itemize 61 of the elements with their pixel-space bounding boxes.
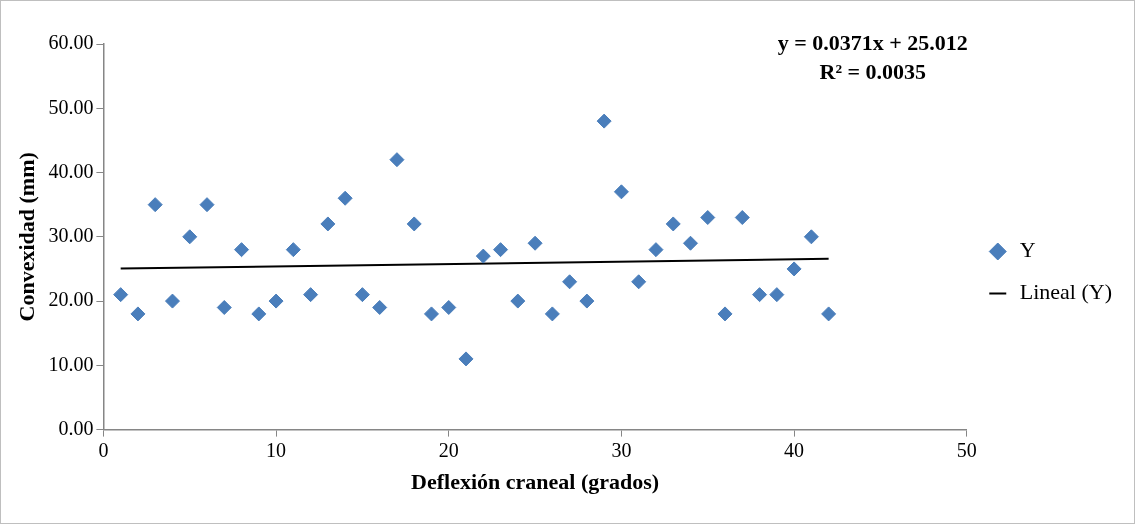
point: [354, 287, 370, 303]
point: [734, 210, 750, 226]
point: [475, 248, 491, 264]
point: [182, 229, 198, 245]
y-tick-label: 60.00: [48, 31, 94, 54]
y-tick-label: 50.00: [48, 95, 94, 118]
point: [337, 190, 353, 206]
annotation: y = 0.0371x + 25.012: [777, 29, 968, 55]
point: [510, 293, 526, 309]
x-tick-label: 50: [956, 438, 977, 461]
y-tick-label: 40.00: [48, 159, 94, 182]
point: [562, 274, 578, 290]
point: [648, 242, 664, 258]
point: [372, 299, 388, 315]
annotation: R² = 0.0035: [819, 58, 927, 84]
point: [458, 351, 474, 367]
point: [285, 242, 301, 258]
point: [665, 216, 681, 232]
point: [268, 293, 284, 309]
point: [752, 287, 768, 303]
point: [579, 293, 595, 309]
point: [700, 210, 716, 226]
point: [682, 235, 698, 251]
y-tick-label: 0.00: [58, 416, 94, 439]
y-tick-label: 10.00: [48, 352, 94, 375]
point: [113, 287, 129, 303]
x-tick-label: 40: [784, 438, 805, 461]
point: [613, 184, 629, 200]
y-axis-title: Convexidad (mm): [13, 152, 39, 322]
point: [406, 216, 422, 232]
point: [769, 287, 785, 303]
point: [544, 306, 560, 322]
point: [821, 306, 837, 322]
point: [423, 306, 439, 322]
point: [717, 306, 733, 322]
point: [527, 235, 543, 251]
point: [441, 299, 457, 315]
y-tick-label: 20.00: [48, 288, 94, 311]
point: [199, 197, 215, 213]
point: [803, 229, 819, 245]
point: [786, 261, 802, 277]
x-tick-label: 10: [266, 438, 287, 461]
point: [251, 306, 267, 322]
point: [493, 242, 509, 258]
point: [596, 113, 612, 129]
point: [320, 216, 336, 232]
point: [234, 242, 250, 258]
x-tick-label: 0: [98, 438, 109, 461]
x-tick-label: 30: [611, 438, 632, 461]
x-tick-label: 20: [438, 438, 459, 461]
y-tick-label: 30.00: [48, 224, 94, 247]
x-axis-title: Deflexión craneal (grados): [411, 469, 660, 495]
point: [216, 299, 232, 315]
point: [631, 274, 647, 290]
point: [147, 197, 163, 213]
point: [130, 306, 146, 322]
legend-label: Lineal (Y): [1019, 279, 1112, 305]
point: [303, 287, 319, 303]
point: [389, 152, 405, 168]
legend-label: Y: [1019, 237, 1036, 263]
point: [164, 293, 180, 309]
